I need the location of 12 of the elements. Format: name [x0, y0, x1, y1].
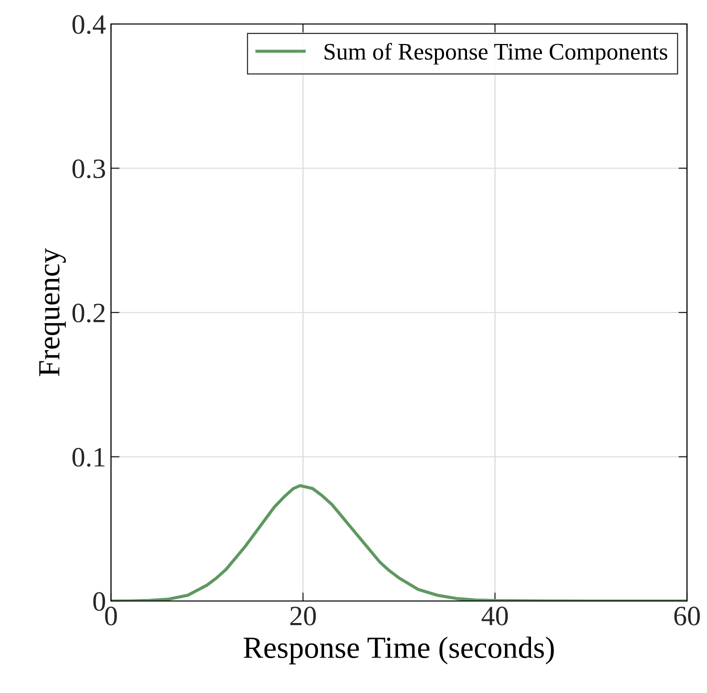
- x-tick-label: 40: [482, 606, 508, 626]
- x-tick-label: 0: [105, 606, 117, 626]
- y-tick-label: 0.1: [72, 448, 104, 467]
- legend-label: Sum of Response Time Components: [324, 42, 668, 65]
- y-tick-label: 0: [93, 592, 106, 611]
- y-axis-title: Frequency: [39, 248, 66, 376]
- x-tick-label: 20: [290, 606, 316, 626]
- x-axis-title: Response Time (seconds): [244, 636, 554, 664]
- x-tick-label: 60: [674, 606, 700, 626]
- y-tick-label: 0.2: [72, 304, 105, 323]
- y-tick-label: 0.3: [72, 159, 106, 178]
- y-tick-label: 0.4: [72, 15, 106, 34]
